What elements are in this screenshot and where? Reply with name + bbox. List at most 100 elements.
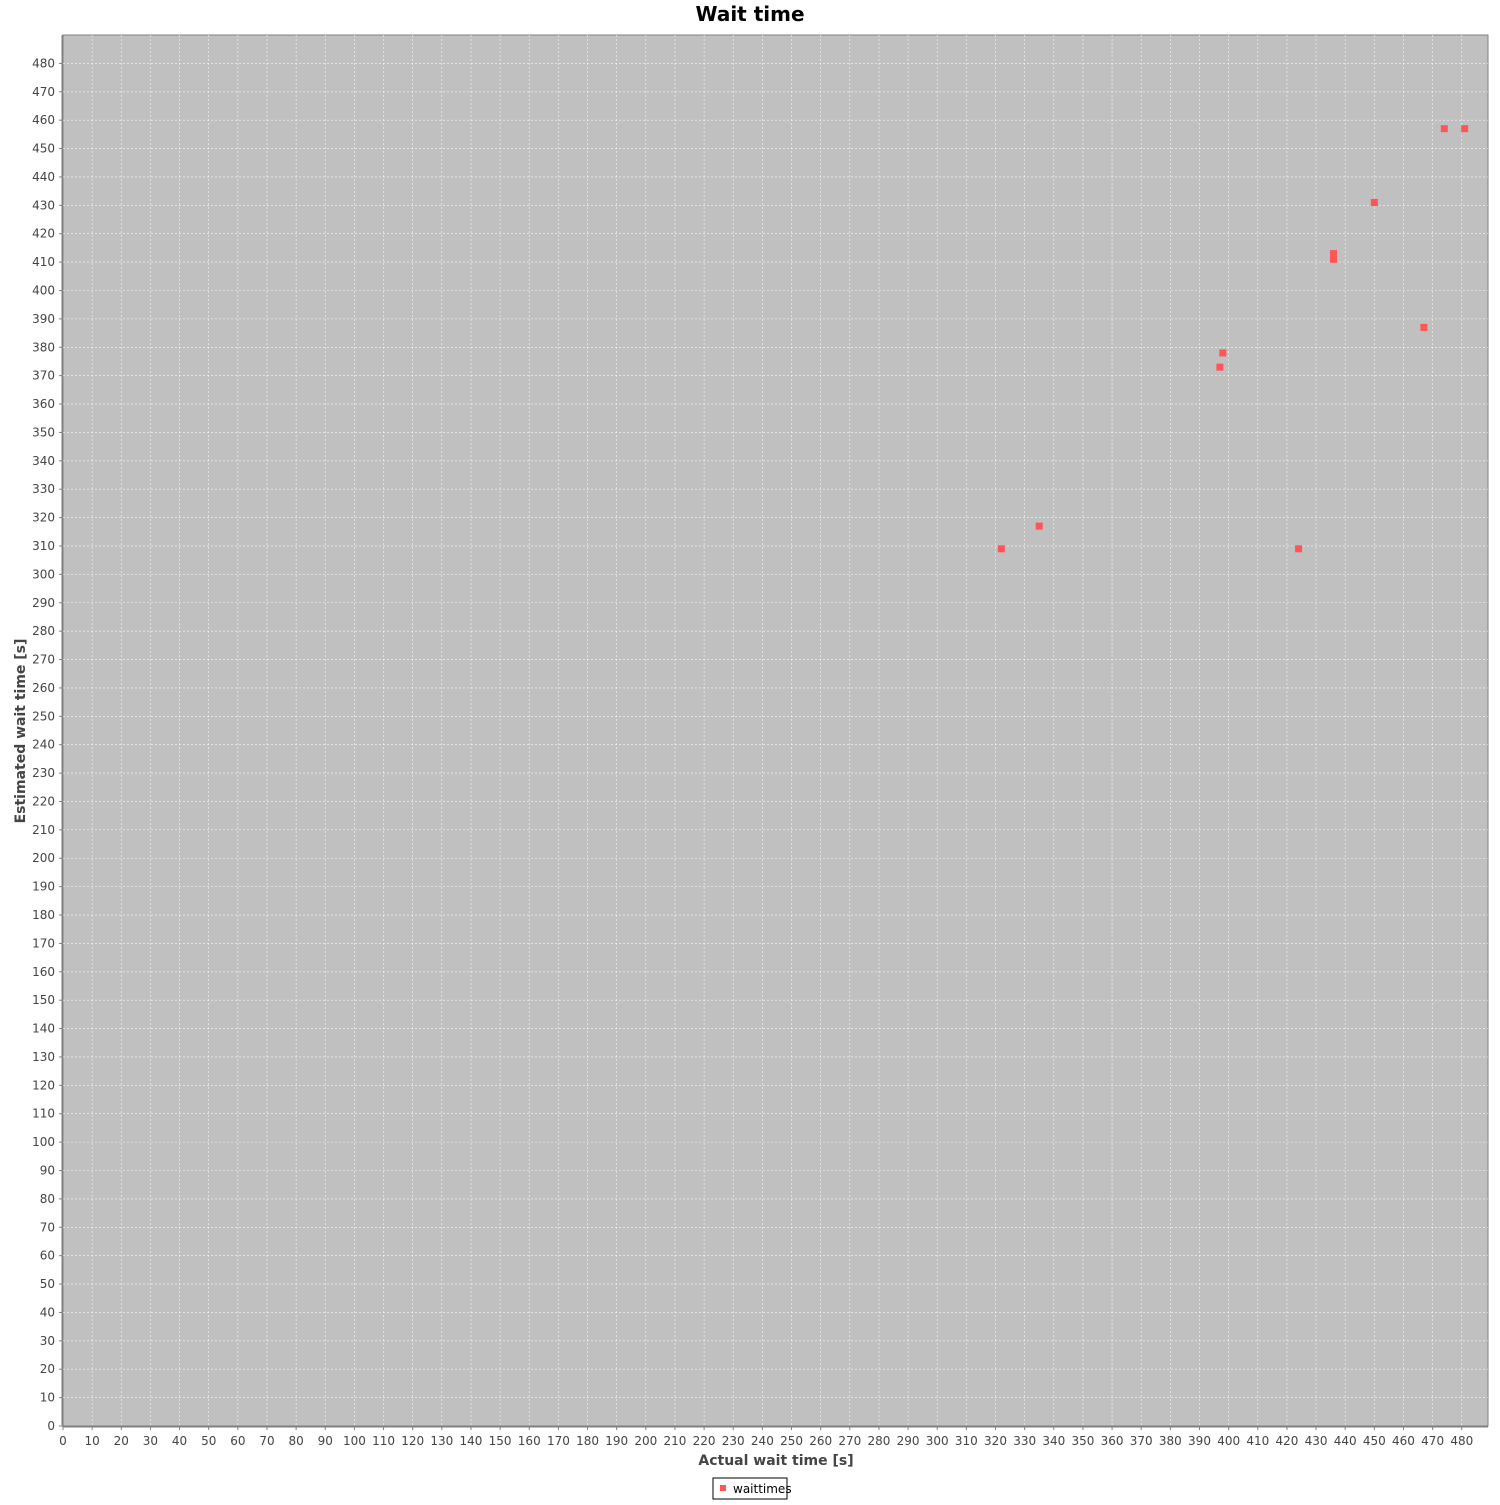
x-tick-label: 170 bbox=[547, 1434, 570, 1448]
x-tick-label: 390 bbox=[1188, 1434, 1211, 1448]
x-tick-label: 330 bbox=[1013, 1434, 1036, 1448]
x-tick-label: 130 bbox=[430, 1434, 453, 1448]
x-tick-label: 260 bbox=[809, 1434, 832, 1448]
y-tick-label: 410 bbox=[32, 255, 55, 269]
x-tick-label: 30 bbox=[143, 1434, 158, 1448]
y-tick-label: 380 bbox=[32, 340, 55, 354]
data-point-waittimes bbox=[1370, 198, 1378, 206]
data-points bbox=[997, 125, 1469, 553]
y-tick-label: 250 bbox=[32, 709, 55, 723]
x-tick-label: 70 bbox=[259, 1434, 274, 1448]
y-tick-label: 240 bbox=[32, 738, 55, 752]
axes bbox=[59, 35, 1488, 1430]
x-tick-label: 340 bbox=[1042, 1434, 1065, 1448]
x-tick-label: 470 bbox=[1421, 1434, 1444, 1448]
y-tick-label: 10 bbox=[40, 1391, 55, 1405]
y-tick-label: 20 bbox=[40, 1362, 55, 1376]
y-tick-label: 0 bbox=[47, 1419, 55, 1433]
y-tick-label: 190 bbox=[32, 880, 55, 894]
y-tick-label: 70 bbox=[40, 1220, 55, 1234]
data-point-waittimes bbox=[1216, 363, 1224, 371]
y-tick-label: 340 bbox=[32, 454, 55, 468]
x-tick-label: 350 bbox=[1071, 1434, 1094, 1448]
data-point-waittimes bbox=[997, 545, 1005, 553]
x-tick-label: 360 bbox=[1101, 1434, 1124, 1448]
x-tick-label: 410 bbox=[1246, 1434, 1269, 1448]
x-tick-label: 430 bbox=[1305, 1434, 1328, 1448]
x-tick-label: 400 bbox=[1217, 1434, 1240, 1448]
x-tick-label: 190 bbox=[605, 1434, 628, 1448]
x-tick-label: 440 bbox=[1334, 1434, 1357, 1448]
plot-area bbox=[62, 34, 1489, 1427]
x-tick-label: 40 bbox=[172, 1434, 187, 1448]
data-point-waittimes bbox=[1330, 255, 1338, 263]
grid-lines bbox=[63, 35, 1488, 1426]
y-tick-label: 210 bbox=[32, 823, 55, 837]
x-tick-label: 270 bbox=[838, 1434, 861, 1448]
y-tick-label: 170 bbox=[32, 936, 55, 950]
y-tick-label: 360 bbox=[32, 397, 55, 411]
x-tick-label: 10 bbox=[85, 1434, 100, 1448]
x-tick-label: 80 bbox=[288, 1434, 303, 1448]
x-tick-label: 120 bbox=[401, 1434, 424, 1448]
legend: waittimes bbox=[712, 1477, 792, 1500]
data-point-waittimes bbox=[1035, 522, 1043, 530]
y-tick-label: 230 bbox=[32, 766, 55, 780]
y-tick-label: 40 bbox=[40, 1305, 55, 1319]
y-tick-label: 350 bbox=[32, 425, 55, 439]
y-tick-label: 430 bbox=[32, 198, 55, 212]
x-tick-label: 150 bbox=[489, 1434, 512, 1448]
x-tick-label: 320 bbox=[984, 1434, 1007, 1448]
x-tick-label: 90 bbox=[318, 1434, 333, 1448]
data-point-waittimes bbox=[1219, 349, 1227, 357]
y-tick-label: 260 bbox=[32, 681, 55, 695]
x-tick-label: 420 bbox=[1275, 1434, 1298, 1448]
x-tick-label: 380 bbox=[1159, 1434, 1182, 1448]
x-tick-label: 250 bbox=[780, 1434, 803, 1448]
y-tick-label: 470 bbox=[32, 85, 55, 99]
y-tick-label: 330 bbox=[32, 482, 55, 496]
y-tick-label: 130 bbox=[32, 1050, 55, 1064]
y-tick-label: 270 bbox=[32, 653, 55, 667]
y-tick-label: 80 bbox=[40, 1192, 55, 1206]
y-tick-label: 460 bbox=[32, 113, 55, 127]
y-axis-label: Estimated wait time [s] bbox=[13, 639, 29, 824]
x-tick-label: 210 bbox=[664, 1434, 687, 1448]
data-point-waittimes bbox=[1440, 125, 1448, 133]
data-point-waittimes bbox=[1295, 545, 1303, 553]
y-tick-label: 310 bbox=[32, 539, 55, 553]
x-tick-label: 300 bbox=[926, 1434, 949, 1448]
y-tick-label: 100 bbox=[32, 1135, 55, 1149]
x-tick-label: 140 bbox=[460, 1434, 483, 1448]
y-tick-label: 290 bbox=[32, 596, 55, 610]
y-tick-label: 370 bbox=[32, 369, 55, 383]
x-tick-label: 220 bbox=[693, 1434, 716, 1448]
x-tick-label: 0 bbox=[59, 1434, 67, 1448]
data-point-waittimes bbox=[1420, 323, 1428, 331]
x-tick-label: 200 bbox=[634, 1434, 657, 1448]
y-tick-label: 390 bbox=[32, 312, 55, 326]
y-tick-label: 140 bbox=[32, 1022, 55, 1036]
data-point-waittimes bbox=[1330, 250, 1338, 258]
x-tick-label: 310 bbox=[955, 1434, 978, 1448]
y-tick-label: 400 bbox=[32, 283, 55, 297]
y-tick-label: 220 bbox=[32, 794, 55, 808]
y-tick-label: 110 bbox=[32, 1107, 55, 1121]
x-tick-label: 480 bbox=[1450, 1434, 1473, 1448]
tick-labels: 0 10 20 30 40 50 60 70 80 90 100 110 120 130 140 150 160… bbox=[32, 56, 1473, 1448]
x-tick-label: 460 bbox=[1392, 1434, 1415, 1448]
y-tick-label: 300 bbox=[32, 567, 55, 581]
x-tick-label: 160 bbox=[518, 1434, 541, 1448]
x-tick-label: 110 bbox=[372, 1434, 395, 1448]
x-tick-label: 230 bbox=[722, 1434, 745, 1448]
x-tick-label: 20 bbox=[114, 1434, 129, 1448]
legend-label-waittimes: waittimes bbox=[733, 1482, 792, 1496]
legend-box bbox=[712, 1477, 788, 1500]
x-tick-label: 60 bbox=[230, 1434, 245, 1448]
y-tick-label: 420 bbox=[32, 227, 55, 241]
x-tick-label: 100 bbox=[343, 1434, 366, 1448]
y-tick-label: 160 bbox=[32, 965, 55, 979]
x-tick-label: 290 bbox=[897, 1434, 920, 1448]
y-tick-label: 280 bbox=[32, 624, 55, 638]
